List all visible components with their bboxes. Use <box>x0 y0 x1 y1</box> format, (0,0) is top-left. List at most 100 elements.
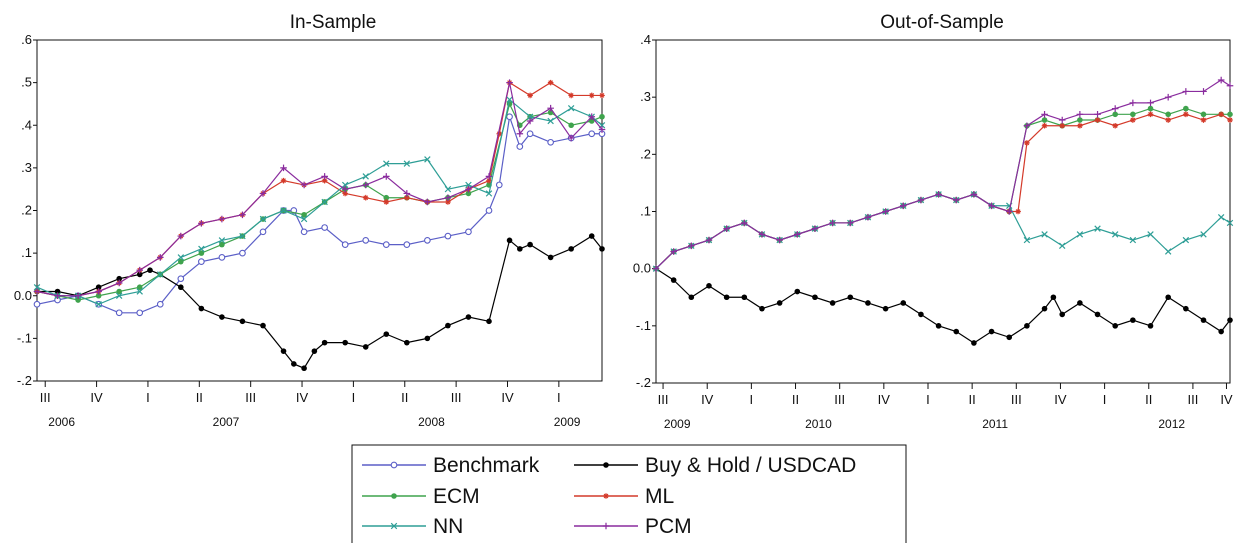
out-of-sample-point-pcm <box>705 236 713 244</box>
in-sample-point-ecm <box>95 292 102 299</box>
out-of-sample-point-ecm <box>1183 105 1189 112</box>
in-sample-series-buy-hold-usdcad <box>34 233 605 372</box>
in-sample-point-ecm <box>219 241 225 248</box>
legend-marker-ml <box>603 493 609 499</box>
in-sample-point-buy-hold-usdcad <box>362 344 369 350</box>
out-of-sample-y-tick-label: .1 <box>640 204 651 219</box>
legend-swatch-ecm <box>362 493 426 499</box>
out-of-sample-point-ml <box>1059 122 1066 129</box>
in-sample-point-buy-hold-usdcad <box>588 233 595 239</box>
out-of-sample-point-nn <box>1147 231 1154 238</box>
in-sample-point-buy-hold-usdcad <box>219 314 225 320</box>
in-sample-point-nn <box>300 215 308 223</box>
in-sample-point-pcm <box>516 130 524 138</box>
in-sample-point-ecm <box>301 211 307 218</box>
out-of-sample-series-ecm <box>653 105 1233 272</box>
in-sample-point-nn <box>218 237 226 244</box>
in-sample-quarter-tick-label: IV <box>90 390 103 405</box>
out-of-sample-y-tick-label: 0.0 <box>633 261 651 276</box>
out-of-sample-point-buy-hold-usdcad <box>759 305 765 312</box>
in-sample-point-buy-hold-usdcad <box>291 361 297 367</box>
out-of-sample-quarter-tick-label: II <box>969 392 976 407</box>
in-sample-point-pcm <box>74 292 82 300</box>
out-of-sample-plot-frame <box>655 39 1231 384</box>
in-sample-point-buy-hold-usdcad <box>547 254 554 261</box>
in-sample-point-ecm <box>599 113 605 120</box>
out-of-sample-y-tick-label: .3 <box>640 89 651 104</box>
out-of-sample-point-nn <box>1023 236 1031 244</box>
out-of-sample-line-ecm <box>655 107 1230 270</box>
in-sample-point-ml <box>599 92 605 99</box>
legend-label-ecm: ECM <box>433 485 480 508</box>
out-of-sample-year-tick-label: 2009 <box>664 417 691 431</box>
in-sample-point-pcm <box>177 232 185 240</box>
out-of-sample-point-buy-hold-usdcad <box>1218 328 1224 335</box>
out-of-sample-point-buy-hold-usdcad <box>670 277 677 283</box>
in-sample-point-benchmark <box>495 181 503 189</box>
in-sample-point-nn <box>383 160 390 167</box>
in-sample-year-tick-label: 2006 <box>48 415 75 429</box>
in-sample-quarter-tick-label: I <box>352 390 356 405</box>
in-sample-series-benchmark <box>33 113 606 317</box>
in-sample-point-benchmark <box>362 236 370 244</box>
in-sample-point-buy-hold-usdcad <box>506 237 513 244</box>
out-of-sample-point-pcm <box>776 236 783 244</box>
out-of-sample-point-pcm <box>846 219 854 227</box>
in-sample-point-nn <box>362 173 369 180</box>
in-sample-point-benchmark <box>33 300 41 308</box>
out-of-sample-point-pcm <box>1041 111 1048 118</box>
in-sample-point-ecm <box>116 288 122 295</box>
out-of-sample-quarter-tick-label: IV <box>701 392 714 407</box>
out-of-sample-point-ml <box>1094 117 1101 123</box>
out-of-sample-point-ml <box>1077 122 1083 129</box>
out-of-sample-series <box>652 76 1234 346</box>
in-sample-point-pcm <box>485 173 493 180</box>
out-of-sample-point-nn <box>1058 242 1066 250</box>
out-of-sample-point-buy-hold-usdcad <box>1077 300 1083 306</box>
in-sample-point-nn <box>526 113 534 120</box>
in-sample-point-nn <box>198 245 205 253</box>
out-of-sample-title: Out-of-Sample <box>880 12 1004 33</box>
in-sample-quarter-tick-label: I <box>557 390 561 405</box>
in-sample-point-pcm <box>362 181 370 189</box>
out-of-sample-point-nn <box>1200 231 1207 238</box>
out-of-sample-point-pcm <box>741 219 748 227</box>
in-sample-point-nn <box>157 271 164 278</box>
out-of-sample-point-buy-hold-usdcad <box>741 294 748 301</box>
legend-swatch-ml <box>574 493 638 499</box>
out-of-sample-point-pcm <box>670 248 677 255</box>
in-sample-point-nn <box>95 301 102 308</box>
out-of-sample-point-buy-hold-usdcad <box>1024 323 1030 329</box>
in-sample-point-pcm <box>300 181 308 189</box>
in-sample-point-benchmark <box>218 254 226 261</box>
in-sample-point-pcm <box>54 292 61 300</box>
out-of-sample-series-buy-hold-usdcad <box>653 265 1233 346</box>
in-sample-point-buy-hold-usdcad <box>116 275 122 282</box>
legend-marker-benchmark <box>390 461 398 469</box>
legend-label-buy-hold: Buy & Hold / USDCAD <box>645 454 856 477</box>
out-of-sample-point-pcm <box>899 202 907 210</box>
in-sample-quarter-tick-label: II <box>401 390 408 405</box>
out-of-sample-year-tick-label: 2010 <box>805 417 832 431</box>
in-sample-line-benchmark <box>36 116 602 314</box>
in-sample-point-ml <box>588 92 595 99</box>
out-of-sample-series-nn <box>652 191 1234 272</box>
out-of-sample-point-ecm <box>1112 111 1118 118</box>
out-of-sample-point-pcm <box>935 191 942 198</box>
in-sample-point-ml <box>280 177 287 184</box>
out-of-sample-line-pcm <box>655 79 1231 270</box>
in-sample-y-tick-label: .1 <box>21 245 32 260</box>
in-sample-point-nn <box>33 284 41 291</box>
in-sample-point-buy-hold-usdcad <box>136 271 143 278</box>
in-sample-point-benchmark <box>115 309 123 317</box>
legend-marker-nn <box>390 522 398 530</box>
in-sample-point-benchmark <box>424 236 431 244</box>
out-of-sample-point-ecm <box>1077 117 1083 123</box>
out-of-sample-point-buy-hold-usdcad <box>1050 294 1057 301</box>
in-sample-quarter-tick-label: IV <box>501 390 514 405</box>
out-of-sample-point-buy-hold-usdcad <box>1130 317 1136 323</box>
out-of-sample-quarter-tick-label: IV <box>1220 392 1233 407</box>
legend-entry-ecm: ECM <box>362 485 480 508</box>
out-of-sample-point-buy-hold-usdcad <box>688 294 695 301</box>
